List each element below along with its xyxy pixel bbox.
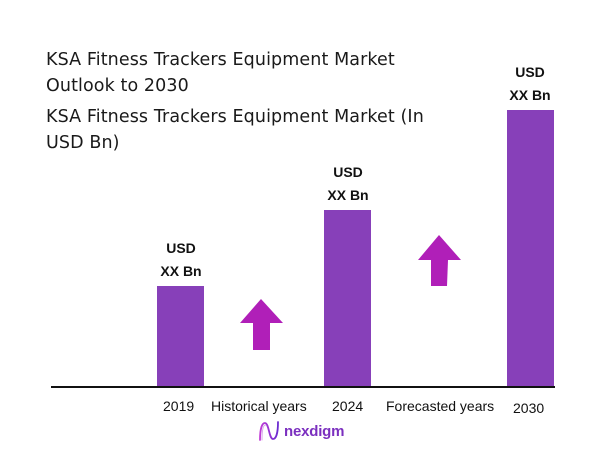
forecasted-years-label: Forecasted years [386,398,495,414]
chart-subtitle: KSA Fitness Trackers Equipment Market (I… [46,107,424,153]
bar-label-2019-currency: USD [166,240,196,256]
bar-label-2030-value: XX Bn [509,87,551,103]
x-axis-baseline [51,386,555,388]
nexdigm-wave-icon [259,421,279,441]
bar-label-2019-value: XX Bn [160,263,202,279]
arrow-up-icon [418,235,461,286]
bar-label-2024-value: XX Bn [327,187,369,203]
bar-2030 [507,110,554,387]
nexdigm-logo: nexdigm [258,421,344,441]
chart-title: KSA Fitness Trackers Equipment Market Ou… [46,50,395,96]
x-tick-2024: 2024 [332,398,364,414]
arrow-up-icon [240,299,283,350]
bar-2019 [157,286,204,387]
historical-years-label: Historical years [211,398,307,414]
logo-text: nexdigm [284,422,345,440]
x-tick-2019: 2019 [163,398,195,414]
bar-2024 [324,210,371,387]
bar-label-2030-currency: USD [515,64,545,80]
x-tick-2030: 2030 [513,400,545,416]
bar-label-2024-currency: USD [333,164,363,180]
